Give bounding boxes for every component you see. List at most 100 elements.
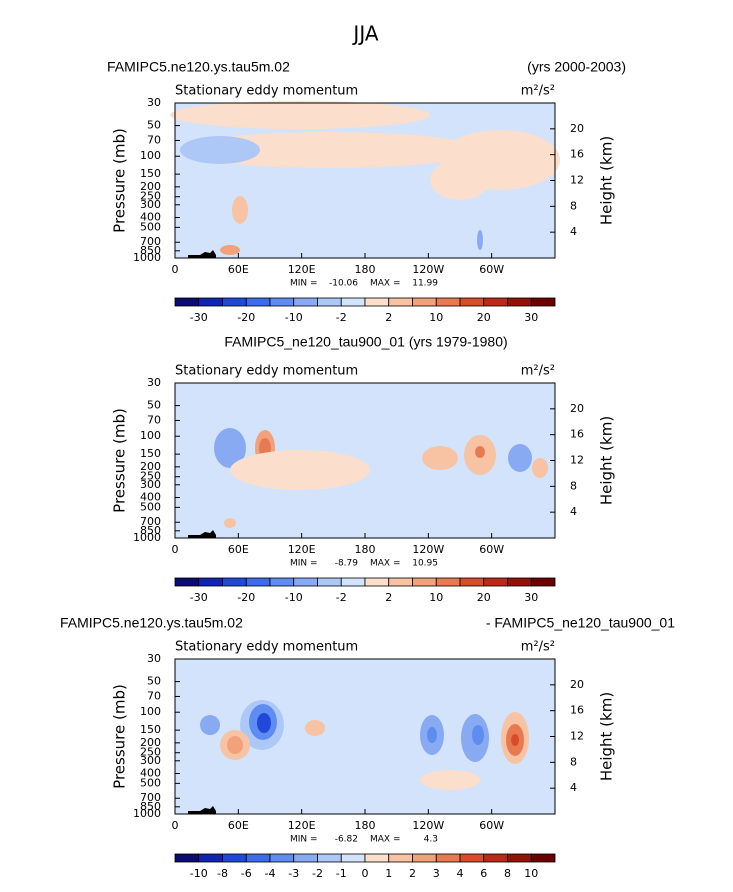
max-value: 10.95 bbox=[412, 559, 438, 569]
contour-fill bbox=[477, 230, 483, 250]
contour-fill bbox=[227, 736, 243, 754]
colorbar-label: -30 bbox=[190, 311, 208, 324]
panel-subtitle: Stationary eddy momentum bbox=[175, 640, 358, 655]
colorbar-box bbox=[174, 853, 200, 863]
colorbar-box bbox=[435, 577, 461, 587]
colorbar-box bbox=[198, 297, 223, 307]
colorbar-label: 10 bbox=[524, 867, 538, 880]
x-tick-label: 0 bbox=[172, 819, 179, 832]
colorbar-box bbox=[269, 853, 295, 863]
y2-tick-label: 16 bbox=[570, 428, 584, 441]
colorbar-box bbox=[388, 853, 413, 863]
contour-fill bbox=[224, 518, 236, 528]
y-tick-label: 250 bbox=[140, 470, 161, 483]
x-tick-label: 120E bbox=[288, 263, 316, 276]
panel-subtitle: Stationary eddy momentum bbox=[175, 84, 358, 99]
y-tick-label: 200 bbox=[140, 736, 161, 749]
max-value: 11.99 bbox=[412, 279, 438, 289]
colorbar-box bbox=[293, 853, 318, 863]
max-label: MAX = bbox=[370, 559, 401, 569]
colorbar-label: -2 bbox=[336, 591, 347, 604]
colorbar-box bbox=[459, 577, 485, 587]
y2-axis-label: Height (km) bbox=[598, 692, 616, 781]
y-tick-label: 200 bbox=[140, 180, 161, 193]
x-tick-label: 60W bbox=[479, 543, 504, 556]
colorbar-label: 10 bbox=[429, 591, 443, 604]
y2-tick-label: 20 bbox=[570, 678, 584, 691]
min-label: MIN = bbox=[290, 835, 318, 845]
x-tick-label: 0 bbox=[172, 263, 179, 276]
x-tick-label: 60E bbox=[228, 263, 249, 276]
y2-tick-label: 16 bbox=[570, 704, 584, 717]
colorbar-box bbox=[459, 853, 485, 863]
colorbar-label: -30 bbox=[190, 591, 208, 604]
min-value: -8.79 bbox=[335, 559, 359, 569]
colorbar-label: -8 bbox=[217, 867, 228, 880]
y-tick-label: 50 bbox=[147, 675, 161, 688]
y2-tick-label: 8 bbox=[570, 199, 577, 212]
colorbar-box bbox=[435, 853, 461, 863]
panel-units: m²/s² bbox=[521, 640, 555, 655]
min-label: MIN = bbox=[290, 279, 318, 289]
colorbar-box bbox=[530, 853, 556, 863]
y-tick-label: 100 bbox=[140, 149, 161, 162]
colorbar-box bbox=[245, 577, 271, 587]
colorbar-box bbox=[293, 297, 318, 307]
y-tick-label: 400 bbox=[140, 766, 161, 779]
colorbar-label: -20 bbox=[237, 311, 255, 324]
x-tick-label: 120W bbox=[412, 263, 444, 276]
colorbar-box bbox=[364, 297, 390, 307]
colorbar-box bbox=[222, 577, 247, 587]
colorbar-box bbox=[340, 577, 366, 587]
colorbar-label: 10 bbox=[429, 311, 443, 324]
colorbar-box bbox=[222, 853, 247, 863]
x-tick-label: 120W bbox=[412, 543, 444, 556]
colorbar-label: -10 bbox=[285, 311, 303, 324]
y-tick-label: 700 bbox=[140, 515, 161, 528]
contour-fill bbox=[472, 725, 484, 745]
colorbar-label: 0 bbox=[362, 867, 369, 880]
figure-title: JJA bbox=[351, 22, 378, 46]
x-tick-label: 180 bbox=[355, 263, 376, 276]
y2-tick-label: 8 bbox=[570, 479, 577, 492]
colorbar-label: -2 bbox=[312, 867, 323, 880]
colorbar-box bbox=[412, 297, 437, 307]
colorbar-box bbox=[245, 297, 271, 307]
y-tick-label: 850 bbox=[140, 524, 161, 537]
colorbar-label: -4 bbox=[265, 867, 276, 880]
y-tick-label: 850 bbox=[140, 800, 161, 813]
y-tick-label: 150 bbox=[140, 167, 161, 180]
y-tick-label: 1000 bbox=[133, 807, 161, 820]
colorbar-box bbox=[269, 577, 295, 587]
colorbar-label: 30 bbox=[524, 591, 538, 604]
colorbar-box bbox=[340, 297, 366, 307]
x-tick-label: 120W bbox=[412, 819, 444, 832]
y-tick-label: 300 bbox=[140, 198, 161, 211]
colorbar-label: -10 bbox=[285, 591, 303, 604]
min-label: MIN = bbox=[290, 559, 318, 569]
colorbar-box bbox=[222, 297, 247, 307]
max-label: MAX = bbox=[370, 835, 401, 845]
colorbar-label: 1 bbox=[385, 867, 392, 880]
colorbar-box bbox=[507, 297, 532, 307]
y2-tick-label: 4 bbox=[570, 781, 577, 794]
colorbar-label: 2 bbox=[409, 867, 416, 880]
colorbar-label: -6 bbox=[241, 867, 252, 880]
colorbar-box bbox=[317, 297, 342, 307]
x-tick-label: 120E bbox=[288, 543, 316, 556]
colorbar-label: -2 bbox=[336, 311, 347, 324]
y-tick-label: 50 bbox=[147, 119, 161, 132]
colorbar-box bbox=[483, 297, 508, 307]
colorbar-label: 3 bbox=[433, 867, 440, 880]
contour-fill bbox=[422, 446, 458, 470]
y-tick-label: 500 bbox=[140, 500, 161, 513]
colorbar-label: 2 bbox=[385, 311, 392, 324]
colorbar-box bbox=[174, 297, 200, 307]
y-tick-label: 100 bbox=[140, 429, 161, 442]
y2-axis-label: Height (km) bbox=[598, 416, 616, 505]
colorbar-box bbox=[483, 853, 508, 863]
y-tick-label: 700 bbox=[140, 791, 161, 804]
panel-title-left: FAMIPC5.ne120.ys.tau5m.02 bbox=[107, 59, 290, 75]
colorbar-label: -10 bbox=[190, 867, 208, 880]
